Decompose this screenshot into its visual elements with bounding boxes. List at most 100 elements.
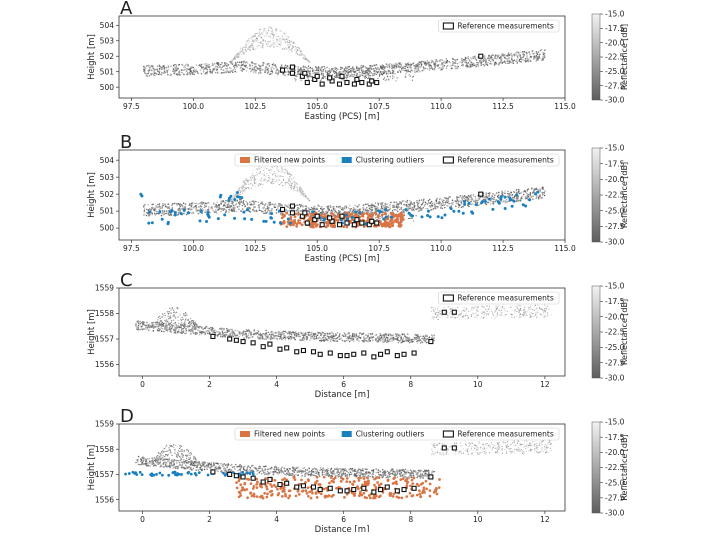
filtered-point: [349, 213, 352, 216]
x-tick-label: 100.0: [183, 102, 205, 111]
outlier-point: [437, 215, 440, 218]
outlier-point: [224, 474, 227, 477]
reference-marker: [402, 352, 406, 356]
filtered-point: [416, 494, 419, 497]
reference-marker: [345, 354, 349, 358]
outlier-point: [229, 195, 232, 198]
outlier-point: [468, 202, 471, 205]
filtered-point: [263, 492, 266, 495]
reference-marker: [251, 476, 255, 480]
outlier-point: [158, 472, 161, 475]
outlier-point: [246, 208, 249, 211]
reference-marker: [290, 71, 294, 75]
outlier-point: [208, 216, 211, 219]
reference-marker: [362, 486, 366, 490]
colorbar-label: Reflectance [dB]: [620, 299, 629, 365]
filtered-point: [434, 489, 437, 492]
filtered-point: [330, 476, 333, 479]
reference-marker: [352, 82, 356, 86]
legend-label: Clustering outliers: [356, 156, 425, 165]
filtered-point: [374, 212, 377, 215]
outlier-point: [484, 200, 487, 203]
filtered-point: [392, 477, 395, 480]
outlier-point: [440, 216, 443, 219]
colorbar-tick-label: -15.0: [605, 418, 625, 427]
reference-marker: [301, 484, 305, 488]
x-tick-label: 6: [341, 380, 346, 389]
filtered-point: [286, 212, 289, 215]
reference-marker: [479, 54, 483, 58]
outlier-point: [463, 203, 466, 206]
colorbar-strip: [592, 14, 600, 100]
filtered-point: [402, 477, 405, 480]
filtered-point: [235, 481, 238, 484]
filtered-point: [307, 478, 310, 481]
filtered-point: [361, 483, 364, 486]
outlier-point: [498, 202, 501, 205]
reference-marker: [412, 486, 416, 490]
x-axis-label: Easting (PCS) [m]: [305, 254, 380, 264]
outlier-point: [426, 214, 429, 217]
reference-marker: [452, 446, 456, 450]
reference-marker: [211, 470, 215, 474]
outlier-point: [346, 217, 349, 220]
outlier-point: [512, 200, 515, 203]
outlier-point: [128, 472, 131, 475]
reference-marker: [228, 337, 232, 341]
colorbar: -15.0-17.5-20.0-22.5-25.0-27.5-30.0Refle…: [592, 144, 629, 247]
outlier-point: [233, 198, 236, 201]
filtered-point: [349, 481, 352, 484]
filtered-point: [387, 222, 390, 225]
filtered-point: [381, 214, 384, 217]
y-tick-label: 502: [100, 190, 115, 199]
filtered-point: [421, 482, 424, 485]
filtered-point: [243, 483, 246, 486]
reference-marker: [318, 352, 322, 356]
filtered-point: [323, 476, 326, 479]
reference-marker: [211, 334, 215, 338]
y-axis-label: Height [m]: [87, 309, 97, 355]
filtered-point: [400, 220, 403, 223]
outlier-point: [238, 196, 241, 199]
filtered-point: [371, 213, 374, 216]
reference-marker: [311, 485, 315, 489]
outlier-point: [382, 217, 385, 220]
filtered-point: [335, 219, 338, 222]
filtered-point: [288, 494, 291, 497]
outlier-point: [420, 215, 423, 218]
filtered-point: [345, 480, 348, 483]
filtered-point: [368, 494, 371, 497]
filtered-point: [296, 223, 299, 226]
filtered-point: [396, 495, 399, 498]
x-tick-label: 105.0: [306, 244, 328, 253]
outlier-point: [140, 195, 143, 198]
outlier-point: [250, 218, 253, 221]
filtered-point: [390, 213, 393, 216]
reference-marker: [301, 348, 305, 352]
reference-marker: [281, 68, 285, 72]
filtered-point: [238, 480, 241, 483]
outlier-point: [408, 212, 411, 215]
reference-marker: [315, 74, 319, 78]
filtered-point: [320, 214, 323, 217]
filtered-point: [358, 479, 361, 482]
legend-label: Reference measurements: [457, 430, 553, 439]
filtered-point: [367, 216, 370, 219]
filtered-point: [288, 489, 291, 492]
filtered-point: [366, 477, 369, 480]
colorbar-label: Reflectance [dB]: [620, 162, 629, 228]
outlier-point: [515, 194, 518, 197]
reference-marker: [360, 81, 364, 85]
filtered-point: [314, 481, 317, 484]
filtered-point: [438, 486, 441, 489]
x-tick-label: 0: [140, 515, 145, 524]
filtered-point: [392, 495, 395, 498]
filtered-point: [301, 490, 304, 493]
outlier-point: [364, 222, 367, 225]
reference-marker: [328, 486, 332, 490]
outlier-point: [199, 219, 202, 222]
filtered-point: [343, 496, 346, 499]
